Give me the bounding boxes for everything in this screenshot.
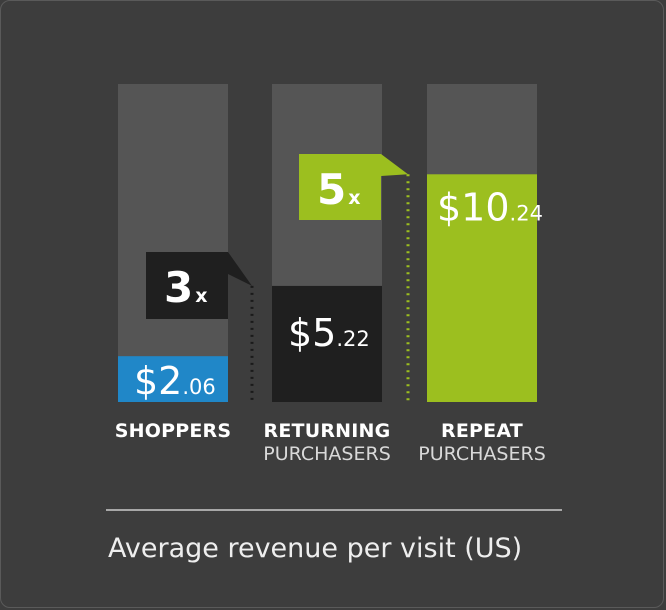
bar (272, 285, 382, 402)
value-label: $2.06 (134, 359, 216, 403)
chart-caption: Average revenue per visit (US) (108, 533, 522, 564)
bar (118, 356, 228, 402)
category-label-sub: PURCHASERS (418, 443, 546, 465)
bar-track (118, 84, 228, 402)
bar (427, 174, 537, 402)
bars (118, 174, 537, 402)
value-label: $5.22 (288, 311, 370, 355)
value-label: $10.24 (437, 185, 543, 229)
value-labels: $2.06 $5.22 $10.24 (134, 185, 543, 403)
multiplier-box (146, 252, 252, 319)
connectors (250, 174, 410, 402)
multiplier-callouts: 3 x 5 x (146, 154, 408, 319)
category-label: SHOPPERS (115, 420, 231, 442)
category-label: RETURNING (264, 420, 391, 442)
category-labels: SHOPPERS RETURNINGPURCHASERSREPEATPURCHAS… (115, 420, 546, 465)
multiplier-box (299, 154, 408, 220)
category-label: REPEAT (441, 420, 523, 442)
category-label-sub: PURCHASERS (263, 443, 391, 465)
